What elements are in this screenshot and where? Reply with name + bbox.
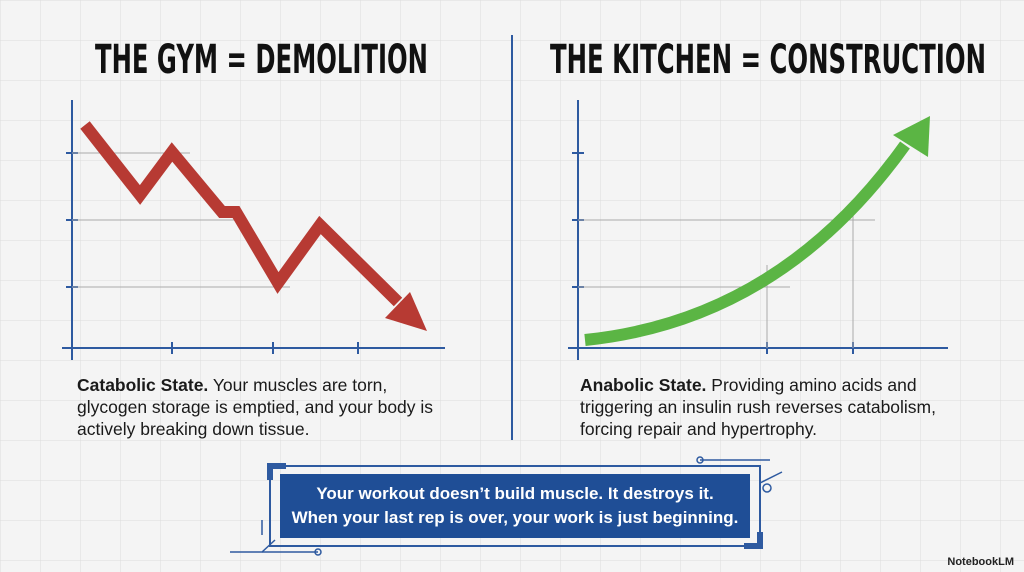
body: Your muscles are torn, glycogen storage … (77, 375, 434, 439)
circuit-decor (230, 456, 783, 556)
callout-line: When your last rep is over, your work is… (292, 508, 739, 527)
callout-line: Your workout doesn’t build muscle. It de… (316, 484, 713, 503)
body: Providing amino acids and triggering an … (580, 375, 936, 439)
right-description: Anabolic State. Providing amino acids an… (580, 374, 980, 440)
up-arrowhead (893, 116, 930, 157)
left-description: Catabolic State. Your muscles are torn, … (77, 374, 457, 440)
down-arrow (80, 121, 403, 307)
left-axes (62, 100, 445, 360)
frame-corners (267, 463, 763, 549)
callout-frame (269, 465, 761, 547)
down-arrowhead (385, 292, 427, 331)
up-arrow (584, 141, 910, 346)
watermark: NotebookLM (947, 556, 1014, 568)
right-title: THE KITCHEN = CONSTRUCTION (550, 37, 986, 83)
lead: Anabolic State. (580, 375, 707, 395)
callout-box (280, 474, 750, 538)
lead: Catabolic State. (77, 375, 209, 395)
left-title: THE GYM = DEMOLITION (95, 37, 428, 83)
